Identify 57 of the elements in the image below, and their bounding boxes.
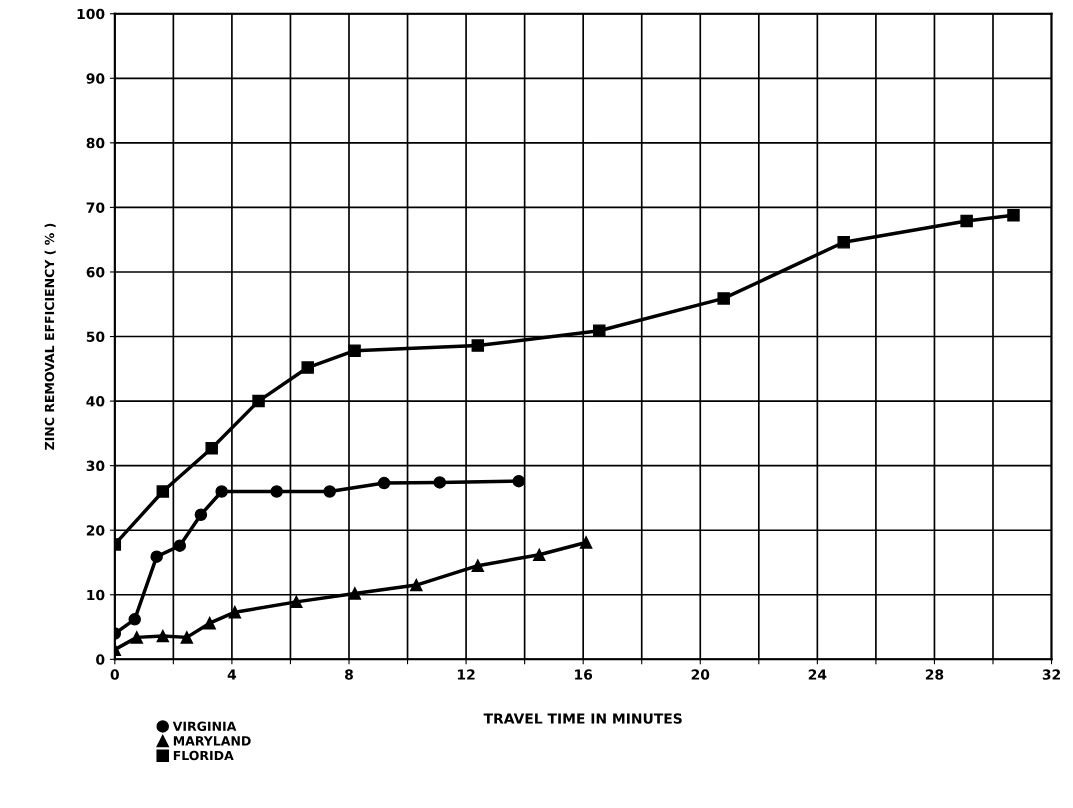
- point: [150, 550, 163, 563]
- y-tick-label: 40: [86, 396, 105, 407]
- y-tick-label: 0: [96, 654, 105, 665]
- point: [433, 476, 446, 489]
- point: [270, 485, 283, 498]
- y-tick-label: 100: [77, 8, 105, 20]
- point: [252, 394, 265, 408]
- x-tick-label: 0: [110, 669, 119, 680]
- point: [173, 539, 187, 552]
- x-tick-label: 24: [808, 669, 827, 680]
- point: [348, 344, 361, 357]
- point: [533, 548, 546, 561]
- legend-label: FLORIDA: [173, 750, 234, 761]
- y-axis-title: ZINC REMOVAL EFFICIENCY ( % ): [44, 223, 56, 450]
- y-tick-label: 60: [86, 266, 105, 278]
- y-tick-label: 80: [86, 137, 105, 149]
- point: [410, 578, 423, 592]
- point: [128, 613, 141, 626]
- point: [228, 605, 242, 619]
- legend-label: MARYLAND: [173, 736, 251, 746]
- point: [348, 587, 362, 600]
- point: [301, 361, 314, 374]
- point: [205, 441, 218, 455]
- point: [180, 631, 194, 644]
- point: [323, 485, 336, 498]
- x-tick-label: 32: [1042, 669, 1060, 680]
- x-tick-label: 20: [691, 669, 710, 680]
- legend-label: VIRGINIA: [172, 721, 237, 732]
- y-tick-label: 30: [86, 460, 105, 472]
- point: [1007, 208, 1020, 222]
- x-tick-label: 28: [925, 669, 944, 680]
- y-tick-label: 90: [86, 73, 105, 84]
- point: [215, 485, 228, 498]
- point: [194, 508, 208, 521]
- y-tick-label: 20: [86, 525, 105, 536]
- x-tick-label: 16: [575, 669, 593, 680]
- point: [290, 595, 303, 609]
- x-axis-title: TRAVEL TIME IN MINUTES: [483, 713, 682, 724]
- point: [593, 324, 606, 337]
- point: [579, 536, 593, 549]
- point: [512, 474, 526, 488]
- point: [471, 339, 485, 352]
- y-tick-label: 70: [86, 202, 105, 213]
- point: [837, 236, 850, 249]
- point: [377, 476, 391, 490]
- point: [717, 292, 730, 305]
- point: [156, 485, 170, 498]
- x-tick-label: 8: [345, 669, 353, 680]
- point: [130, 631, 144, 644]
- y-tick-label: 50: [86, 331, 105, 343]
- point: [960, 214, 973, 228]
- point: [156, 629, 170, 643]
- x-tick-label: 4: [227, 669, 237, 680]
- x-tick-label: 12: [457, 669, 475, 680]
- point: [203, 616, 216, 630]
- y-tick-label: 10: [87, 589, 105, 601]
- point: [471, 559, 485, 572]
